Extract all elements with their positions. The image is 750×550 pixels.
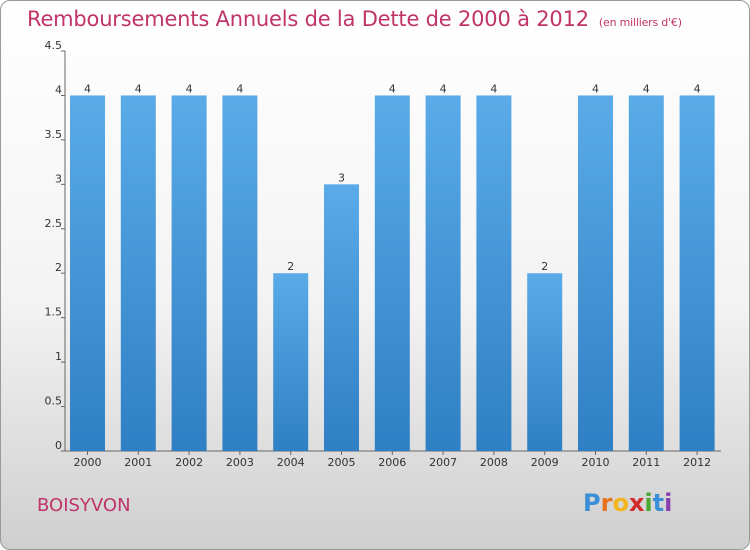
x-tick-label: 2003: [226, 456, 254, 469]
y-tick-label: 0: [55, 439, 62, 452]
x-tick-label: 2005: [328, 456, 356, 469]
data-label: 4: [440, 82, 447, 95]
y-tick-label: 2.5: [45, 217, 63, 230]
bar-2003: [222, 95, 258, 451]
chart-title: Remboursements Annuels de la Dette de 20…: [27, 7, 682, 31]
data-label: 4: [186, 82, 193, 95]
logo-letter: x: [628, 489, 645, 517]
bar-2004: [273, 273, 309, 451]
data-label: 2: [541, 260, 548, 273]
y-tick-label: 4.5: [45, 39, 63, 52]
data-label: 4: [694, 82, 701, 95]
x-tick-label: 2010: [582, 456, 610, 469]
commune-name: BOISYVON: [37, 495, 131, 516]
y-tick-label: 4: [55, 83, 62, 96]
x-tick-label: 2007: [429, 456, 457, 469]
data-label: 3: [338, 171, 345, 184]
x-tick-label: 2001: [124, 456, 152, 469]
logo-letter: r: [600, 489, 613, 517]
x-tick-label: 2012: [683, 456, 711, 469]
x-tick-label: 2006: [378, 456, 406, 469]
bar-2010: [578, 95, 613, 451]
y-tick-label: 1.5: [45, 306, 63, 319]
y-tick-label: 1: [55, 350, 62, 363]
bar-2005: [324, 184, 359, 452]
logo-letter: o: [612, 489, 629, 517]
bar-2012: [679, 95, 715, 451]
logo-letter: t: [652, 489, 665, 517]
x-tick-label: 2011: [632, 456, 660, 469]
bar-2000: [70, 95, 105, 451]
logo-letter: i: [664, 489, 673, 517]
x-tick-label: 2004: [277, 456, 305, 469]
bar-2009: [527, 273, 563, 451]
data-label: 4: [135, 82, 142, 95]
title-unit: (en milliers d'€): [598, 16, 682, 29]
bar-2001: [120, 95, 156, 451]
data-label: 4: [643, 82, 650, 95]
logo-letter: i: [644, 489, 653, 517]
title-text: Remboursements Annuels de la Dette de 20…: [27, 7, 589, 31]
data-label: 4: [592, 82, 599, 95]
x-tick-label: 2002: [175, 456, 203, 469]
bar-2006: [374, 95, 410, 451]
data-label: 4: [490, 82, 497, 95]
data-label: 4: [389, 82, 396, 95]
x-tick-label: 2009: [531, 456, 559, 469]
y-tick-label: 3: [55, 172, 62, 185]
data-label: 4: [236, 82, 243, 95]
x-tick-label: 2000: [74, 456, 102, 469]
bar-2002: [171, 95, 207, 451]
y-tick-label: 0.5: [45, 395, 63, 408]
bar-2008: [476, 95, 512, 451]
bar-2007: [425, 95, 461, 451]
data-label: 4: [84, 82, 91, 95]
data-label: 2: [287, 260, 294, 273]
logo-letter: P: [583, 489, 601, 517]
y-tick-label: 3.5: [45, 128, 63, 141]
x-tick-label: 2008: [480, 456, 508, 469]
proxiti-logo: Proxiti: [583, 489, 672, 517]
y-tick-label: 2: [55, 261, 62, 274]
bar-2011: [628, 95, 664, 451]
